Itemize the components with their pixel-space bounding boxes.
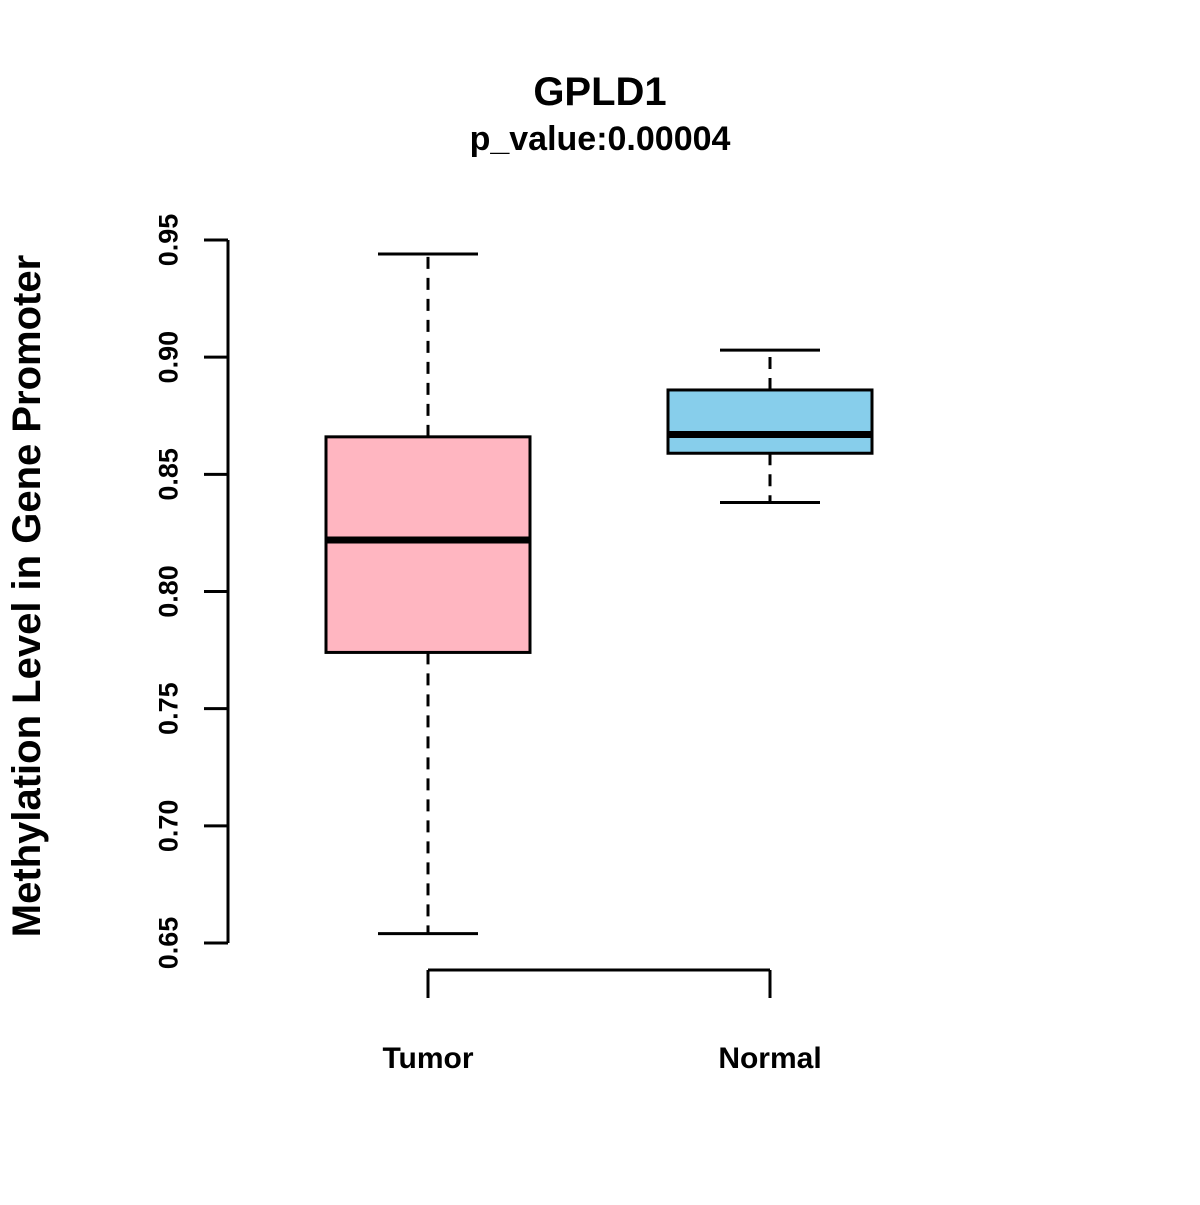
chart-subtitle: p_value:0.00004 <box>470 120 731 158</box>
y-axis-tick-label: 0.95 <box>153 214 183 267</box>
chart-title: GPLD1 <box>533 70 666 114</box>
y-axis-tick-label: 0.65 <box>153 917 183 970</box>
y-axis-label: Methylation Level in Gene Promoter <box>5 255 49 937</box>
y-axis-tick-label: 0.90 <box>153 331 183 384</box>
x-axis-label-normal: Normal <box>718 1042 821 1075</box>
y-axis-tick-label: 0.75 <box>153 682 183 735</box>
x-axis-label-tumor: Tumor <box>382 1042 473 1075</box>
y-axis-tick-label: 0.85 <box>153 448 183 501</box>
tumor-box <box>324 435 532 654</box>
y-axis-tick-label: 0.70 <box>153 800 183 853</box>
plot-layer: 0.65 0.70 0.75 0.80 0.85 0.90 0.95 Tumor Normal <box>153 214 874 1075</box>
y-axis-tick-label: 0.80 <box>153 565 183 618</box>
normal-box <box>666 388 874 455</box>
